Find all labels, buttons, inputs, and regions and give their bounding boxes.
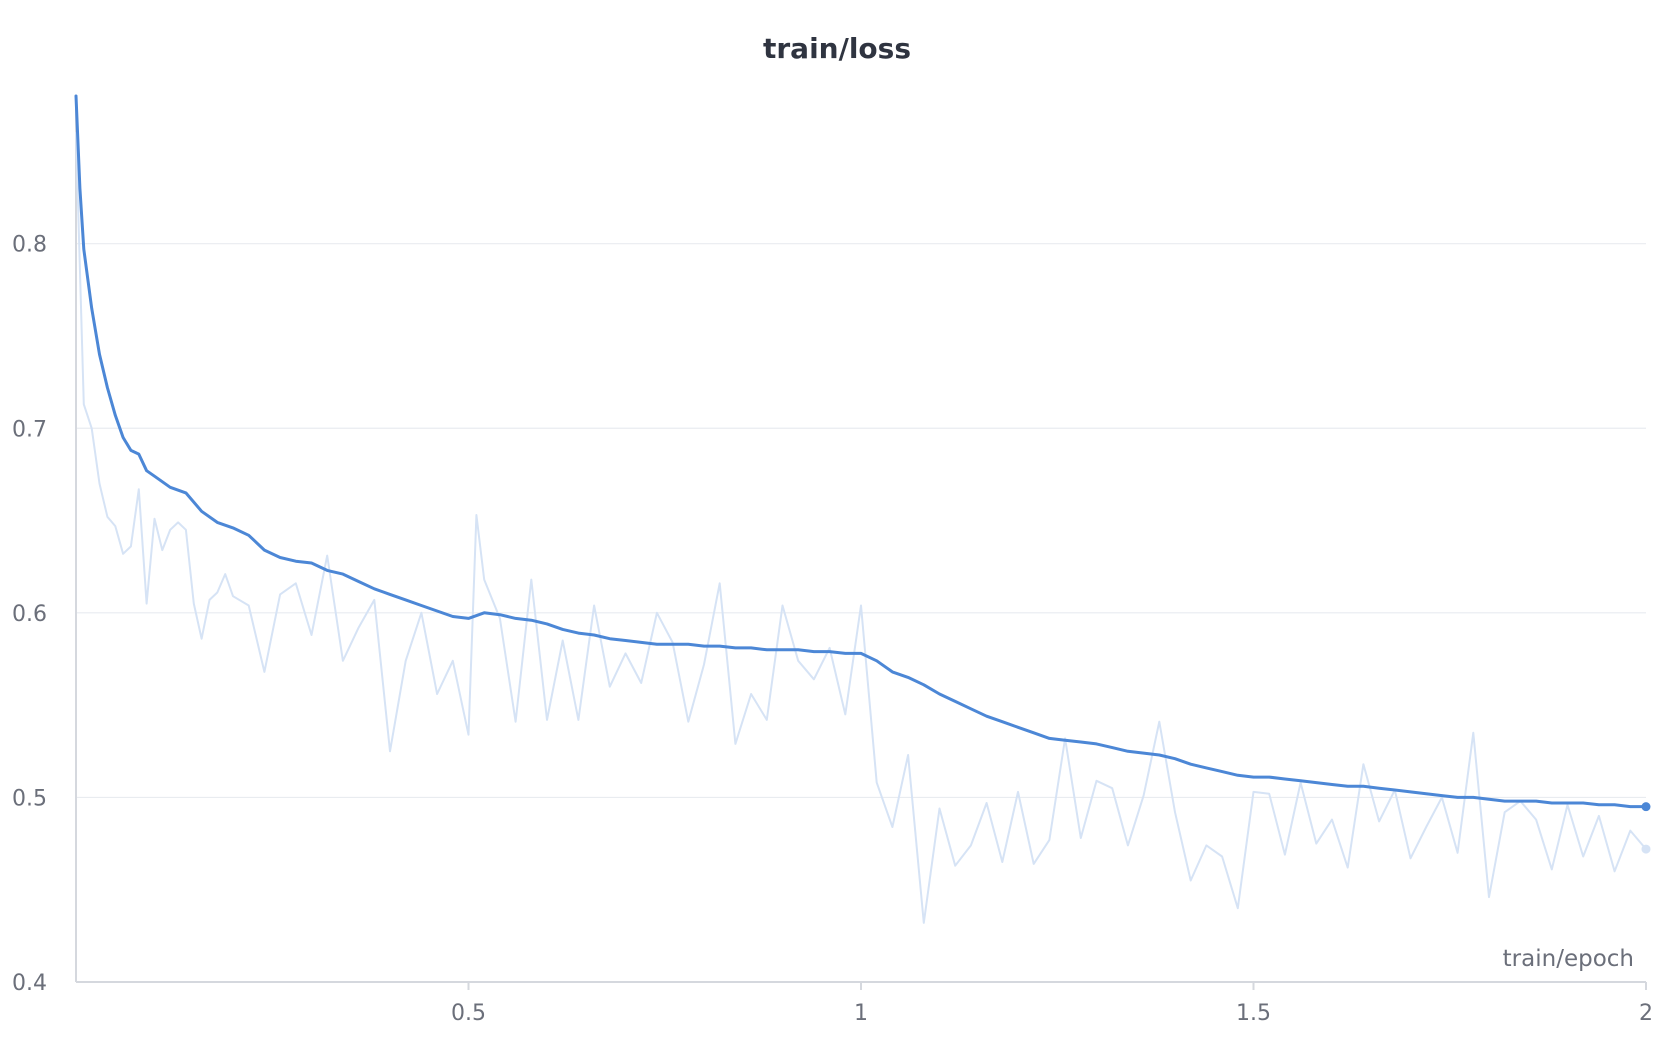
y-tick-label: 0.4 (12, 971, 47, 996)
x-tick-label: 1.5 (1236, 1001, 1271, 1026)
y-tick-label: 0.8 (12, 233, 47, 258)
x-tick-label: 2 (1639, 1001, 1653, 1026)
chart-title: train/loss (762, 32, 911, 65)
x-axis-label: train/epoch (1503, 946, 1634, 972)
y-tick-label: 0.6 (12, 602, 47, 627)
smoothed-loss-endpoint (1641, 802, 1651, 812)
raw-loss-endpoint (1641, 844, 1651, 854)
x-tick-label: 1 (854, 1001, 868, 1026)
y-tick-label: 0.7 (12, 417, 47, 442)
raw-loss-line (75, 131, 1647, 924)
y-tick-label: 0.5 (12, 786, 47, 811)
smoothed-loss-line (74, 94, 1648, 809)
x-tick-label: 0.5 (451, 1001, 486, 1026)
